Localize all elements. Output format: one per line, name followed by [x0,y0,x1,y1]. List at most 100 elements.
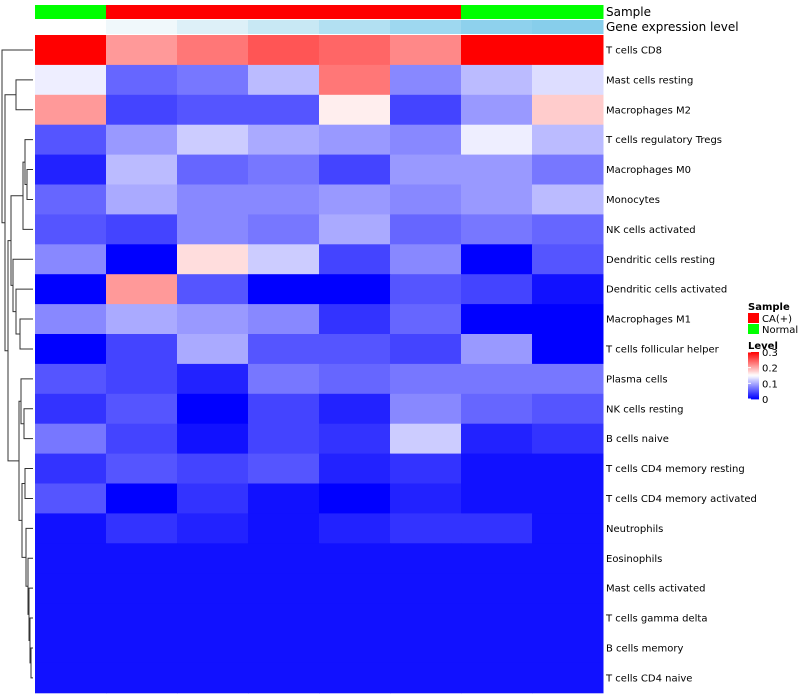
level-legend-segment [748,375,759,378]
sample-annotation-cell [532,5,604,19]
heatmap-cell [532,423,604,455]
row-label: T cells CD8 [605,45,662,56]
heatmap-cell [35,214,107,245]
sample-annotation-cell [461,5,533,19]
heatmap-cell [461,244,533,275]
heatmap-cell [35,304,107,335]
heatmap-cell [319,393,391,425]
heatmap-cell [177,453,249,484]
heatmap-cell [35,513,107,544]
heatmap-cell [106,244,178,275]
expression-annotation-cell [35,20,107,34]
dendrogram-branch [20,378,33,425]
heatmap-cell [461,35,533,66]
heatmap-cell [319,483,391,514]
heatmap-cell [248,603,320,634]
heatmap-cell [390,124,462,156]
heatmap-cell [390,573,462,604]
heatmap-cell [461,543,533,574]
heatmap-cell [532,334,604,365]
heatmap-cell [532,393,604,425]
sample-annotation-cell [177,5,249,19]
dendrogram-branch [1,49,33,224]
heatmap-cell [319,363,391,395]
heatmap-cell [461,94,533,126]
expression-annotation-row [35,20,604,34]
level-legend-tick-label: 0 [762,395,768,406]
heatmap-cell [177,184,249,215]
level-legend-segment [748,383,759,386]
row-label: Dendritic cells activated [606,285,727,296]
heatmap-cell [248,214,320,245]
row-label: Plasma cells [606,374,668,385]
heatmap-cell [177,573,249,604]
heatmap-cell [532,35,604,66]
expression-annotation-cell [106,20,178,34]
expression-annotation-cell [461,20,533,34]
heatmap-cell [461,64,533,96]
row-label: Dendritic cells resting [606,255,715,266]
sample-annotation-cell [106,5,178,19]
level-legend-segment [748,386,759,388]
level-legend-segment [748,388,759,390]
heatmap-cell [35,543,107,574]
row-dendrogram [1,49,33,679]
level-legend-segment [748,366,759,368]
heatmap-cell [319,64,391,96]
heatmap-cell [461,184,533,215]
heatmap-cell [106,633,178,664]
heatmap-cell [35,124,107,156]
heatmap-cell [106,393,178,425]
heatmap-cell [461,662,533,694]
heatmap-cell [177,124,249,156]
heatmap-cell [177,244,249,275]
expression-annotation-cell [319,20,391,34]
heatmap-cell [319,214,391,245]
heatmap-cell [532,274,604,305]
heatmap-cell [248,244,320,275]
heatmap-cell [532,513,604,544]
heatmap-cell [461,334,533,365]
heatmap-cell [177,154,249,185]
heatmap-cell [106,274,178,305]
level-legend-segment [748,374,759,376]
heatmap-cell [390,244,462,275]
heatmap-cell [177,483,249,514]
heatmap-cell [177,64,249,96]
level-legend-segment [748,367,759,369]
heatmap-cell [35,453,107,484]
heatmap-cell [532,573,604,604]
heatmap-cell [319,244,391,275]
heatmap-cell [177,304,249,335]
row-label: B cells naive [606,434,669,445]
level-legend-segment [748,390,759,393]
level-legend-segment [748,357,759,360]
expression-annotation-cell [177,20,249,34]
level-legend-segment [748,371,759,374]
sample-annotation-cell [248,5,320,19]
heatmap-cell [461,214,533,245]
heatmap-cell [35,94,107,126]
heatmap-cell [35,363,107,395]
heatmap-cell [461,274,533,305]
heatmap-cell [319,334,391,365]
level-legend-segment [748,384,759,387]
sample-annotation-cell [390,5,462,19]
heatmap-cell [532,154,604,185]
heatmap-cell [35,603,107,634]
level-legend-segment [748,361,759,363]
heatmap-cell [390,453,462,484]
heatmap-cell [461,304,533,335]
level-legend-segment [748,368,759,371]
heatmap-cell [248,633,320,664]
heatmap-cell [177,274,249,305]
level-legend-tick-label: 0.2 [762,364,778,375]
row-label: T cells CD4 naive [605,673,692,684]
row-label: Mast cells activated [606,584,705,595]
level-legend-segment [748,369,759,372]
heatmap-cell [532,304,604,335]
sample-annotation-label: Sample [606,5,651,19]
heatmap-cell [532,603,604,634]
heatmap-cell [35,393,107,425]
